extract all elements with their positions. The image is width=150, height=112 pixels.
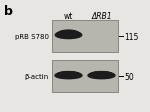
Ellipse shape — [88, 73, 115, 79]
Ellipse shape — [58, 72, 79, 77]
Ellipse shape — [60, 31, 78, 36]
Text: 115: 115 — [124, 32, 138, 41]
Ellipse shape — [55, 32, 82, 39]
Ellipse shape — [58, 31, 79, 37]
Ellipse shape — [60, 31, 77, 35]
Ellipse shape — [58, 31, 79, 37]
Bar — [52, 21, 118, 53]
Ellipse shape — [56, 32, 81, 38]
Bar — [52, 60, 118, 92]
Ellipse shape — [89, 72, 114, 78]
Text: 50: 50 — [124, 72, 134, 81]
Text: ΔRB1: ΔRB1 — [91, 12, 112, 21]
Ellipse shape — [59, 72, 78, 76]
Ellipse shape — [55, 73, 82, 79]
Ellipse shape — [56, 72, 81, 78]
Text: pRB S780: pRB S780 — [15, 34, 49, 40]
Ellipse shape — [59, 31, 78, 36]
Ellipse shape — [58, 72, 79, 77]
Ellipse shape — [57, 32, 80, 38]
Ellipse shape — [56, 72, 81, 79]
Ellipse shape — [92, 72, 111, 76]
Ellipse shape — [90, 72, 113, 78]
Ellipse shape — [57, 72, 80, 78]
Text: b: b — [4, 5, 13, 18]
Ellipse shape — [90, 72, 113, 78]
Ellipse shape — [57, 72, 80, 78]
Text: wt: wt — [64, 12, 73, 21]
Ellipse shape — [91, 72, 112, 77]
Ellipse shape — [88, 72, 114, 79]
Bar — [52, 60, 118, 92]
Text: β-actin: β-actin — [25, 73, 49, 79]
Ellipse shape — [57, 31, 80, 38]
Bar — [52, 21, 118, 53]
Ellipse shape — [91, 72, 112, 77]
Ellipse shape — [56, 32, 81, 39]
